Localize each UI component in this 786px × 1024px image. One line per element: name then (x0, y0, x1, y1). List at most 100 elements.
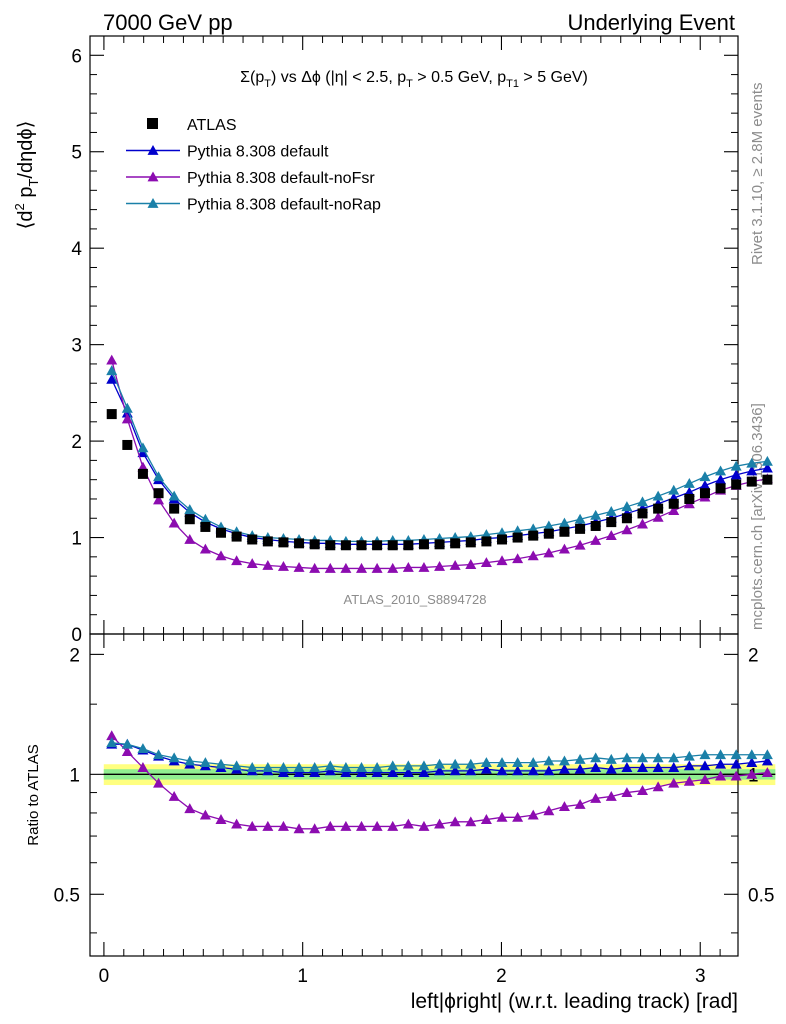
main-series-marker (637, 518, 649, 529)
main-series-marker (668, 505, 680, 515)
main-series-marker (199, 513, 211, 524)
main-y-tick-label: 4 (71, 239, 82, 260)
atlas-data-point (418, 539, 429, 550)
main-series-marker (168, 490, 180, 501)
atlas-data-point (715, 483, 726, 494)
main-y-tick-label: 1 (71, 529, 82, 550)
legend-label: ATLAS (187, 117, 237, 134)
ratio-series-marker (184, 803, 196, 814)
ratio-series-marker (683, 775, 695, 786)
legend: ATLAS Pythia 8.308 default Pythia 8.308 de… (126, 117, 381, 214)
main-series-marker (574, 513, 586, 524)
ratio-series-marker (402, 767, 414, 778)
ratio-series-marker (668, 762, 680, 772)
legend-marker-triangle (147, 171, 159, 182)
main-series-marker (402, 561, 414, 572)
ratio-series-marker (277, 767, 289, 778)
ratio-series-marker (496, 811, 508, 822)
ratio-series-marker (668, 752, 680, 763)
ratio-series-marker (418, 767, 430, 778)
atlas-data-point (122, 439, 133, 450)
atlas-data-point (153, 488, 164, 499)
ratio-series-marker (356, 762, 368, 772)
ratio-series-marker (761, 755, 773, 766)
ratio-series-marker (371, 762, 383, 772)
legend-marker-square (147, 118, 158, 129)
ratio-series-marker (652, 752, 664, 763)
ratio-series-marker (605, 790, 617, 801)
ratio-series-marker (184, 755, 196, 766)
main-series-marker (590, 509, 602, 520)
ratio-series-marker (137, 743, 149, 754)
main-series-marker (340, 562, 352, 573)
chart-title-sub: T1 (506, 78, 519, 90)
main-axis-ticks: 0 1 2 3 4 5 6 (71, 35, 738, 646)
main-series-marker (543, 520, 555, 531)
ratio-series-marker (496, 757, 508, 768)
atlas-data-point (575, 523, 586, 534)
ratio-series-marker (121, 746, 133, 757)
ratio-series-marker (480, 763, 492, 774)
main-series-marker (761, 455, 773, 466)
main-y-tick-label: 2 (71, 432, 82, 453)
ratio-series-marker (683, 760, 695, 771)
atlas-data-point (137, 468, 148, 479)
ratio-series-marker (168, 790, 180, 801)
ratio-series-marker (746, 768, 758, 779)
x-tick-label: 3 (695, 966, 706, 987)
main-series-marker (184, 504, 196, 514)
ratio-series-marker (558, 755, 570, 766)
ratio-series-marker (262, 762, 274, 772)
ratio-series-layer (106, 730, 773, 834)
ratio-y-axis-label: Ratio to ATLAS (25, 744, 42, 845)
ratio-series-marker (449, 765, 461, 776)
ratio-series-marker (121, 738, 133, 749)
ratio-series-marker (715, 770, 727, 781)
analysis-watermark: ATLAS_2010_S8894728 (344, 592, 487, 607)
ratio-series-marker (543, 765, 555, 776)
atlas-data-point (528, 530, 539, 541)
y-label-part: p (15, 187, 37, 204)
ratio-series-marker (309, 823, 321, 834)
main-series-marker (324, 562, 336, 573)
ratio-series-marker (715, 758, 727, 769)
main-series-marker (199, 543, 211, 554)
atlas-data-point (387, 540, 398, 551)
main-series-marker (106, 354, 118, 365)
atlas-data-point (309, 539, 320, 550)
ratio-y-tick-label: 2 (69, 645, 80, 666)
header-right: Underlying Event (567, 10, 735, 35)
main-series-marker (449, 560, 461, 570)
ratio-series-marker (231, 818, 243, 829)
chart-title-part: ) vs Δϕ (|η| < 2.5, p (271, 69, 406, 86)
main-series-marker (231, 555, 243, 566)
rivet-version-label: Rivet 3.1.10, ≥ 2.8M events (749, 83, 766, 266)
x-tick-label: 2 (496, 966, 507, 987)
ratio-series-marker (387, 760, 399, 771)
main-y-tick-label: 0 (71, 625, 82, 646)
ratio-series-marker (449, 758, 461, 769)
y-label-sub: T (26, 179, 41, 187)
ratio-series-marker (387, 820, 399, 831)
main-series-marker (121, 402, 133, 413)
ratio-series-marker (590, 752, 602, 763)
ratio-series-marker (137, 762, 149, 772)
main-series-marker (465, 559, 477, 569)
ratio-series-marker (246, 762, 258, 772)
ratio-series-marker (558, 763, 570, 774)
main-series-marker (480, 557, 492, 568)
ratio-series-marker (309, 762, 321, 772)
ratio-series-marker (215, 758, 227, 769)
ratio-series-marker (340, 820, 352, 831)
ratio-series-marker (262, 820, 274, 831)
ratio-series-marker (199, 757, 211, 768)
chart-title: Σ(pT) vs Δϕ (|η| < 2.5, pT > 0.5 GeV, pT… (240, 69, 588, 90)
header-left: 7000 GeV pp (103, 10, 233, 35)
ratio-series-marker (652, 781, 664, 792)
legend-label: Pythia 8.308 default-noFsr (187, 170, 375, 187)
atlas-data-point (653, 503, 664, 514)
main-series-marker (605, 506, 617, 516)
